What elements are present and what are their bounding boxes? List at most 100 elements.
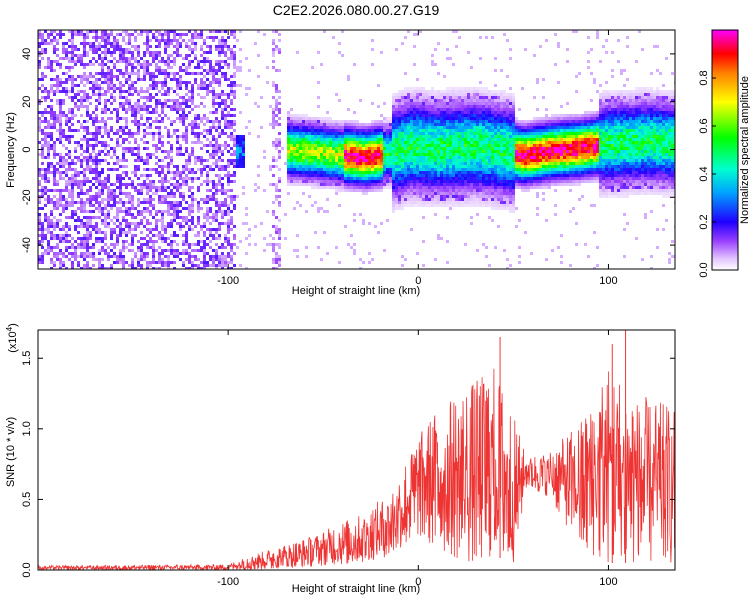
heatmap-cell-4122 xyxy=(395,174,398,177)
heatmap-cell-2600 xyxy=(215,63,218,66)
heatmap-cell-828 xyxy=(92,156,95,159)
heatmap-cell-1266 xyxy=(122,54,125,57)
heatmap-cell-4894 xyxy=(452,105,455,108)
heatmap-cell-1197 xyxy=(116,174,119,177)
heatmap-cell-178 xyxy=(50,63,53,66)
heatmap-cell-3380 xyxy=(314,165,317,168)
heatmap-cell-4427 xyxy=(416,252,419,255)
heatmap-cell-4633 xyxy=(434,48,437,51)
heatmap-cell-3849 xyxy=(368,135,371,138)
heatmap-cell-2545 xyxy=(209,246,212,249)
heatmap-cell-2869 xyxy=(230,255,233,258)
heatmap-cell-2226 xyxy=(185,243,188,246)
heatmap-cell-3012 xyxy=(269,105,272,108)
heatmap-cell-4041 xyxy=(389,150,392,153)
heatmap-cell-4670 xyxy=(434,195,437,198)
heatmap-cell-1877 xyxy=(161,240,164,243)
heatmap-cell-700 xyxy=(83,243,86,246)
heatmap-cell-1866 xyxy=(161,198,164,201)
heatmap-cell-2412 xyxy=(200,159,203,162)
heatmap-cell-2760 xyxy=(224,126,227,129)
heatmap-cell-2750 xyxy=(224,78,227,81)
heatmap-cell-895 xyxy=(95,231,98,234)
heatmap-cell-1930 xyxy=(167,42,170,45)
heatmap-cell-1236 xyxy=(119,135,122,138)
heatmap-cell-515 xyxy=(71,183,74,186)
heatmap-cell-2974 xyxy=(245,222,248,225)
heatmap-cell-1829 xyxy=(158,246,161,249)
heatmap-cell-3681 xyxy=(347,180,350,183)
heatmap-cell-2379 xyxy=(197,210,200,213)
heatmap-cell-789 xyxy=(89,198,92,201)
heatmap-cell-1115 xyxy=(110,147,113,150)
heatmap-cell-3869 xyxy=(368,252,371,255)
heatmap-cell-371 xyxy=(62,132,65,135)
heatmap-cell-4147 xyxy=(398,129,401,132)
heatmap-cell-410 xyxy=(65,123,68,126)
heatmap-cell-2483 xyxy=(206,132,209,135)
heatmap-cell-334 xyxy=(59,165,62,168)
heatmap-cell-3196 xyxy=(293,156,296,159)
heatmap-cell-3051 xyxy=(272,249,275,252)
heatmap-cell-3594 xyxy=(338,159,341,162)
heatmap-cell-2105 xyxy=(179,33,182,36)
heatmap-cell-313 xyxy=(59,84,62,87)
heatmap-cell-841 xyxy=(92,228,95,231)
heatmap-cell-2419 xyxy=(200,207,203,210)
heatmap-cell-434 xyxy=(65,240,68,243)
heatmap-cell-771 xyxy=(89,87,92,90)
heatmap-cell-3290 xyxy=(305,123,308,126)
heatmap-cell-3484 xyxy=(326,141,329,144)
heatmap-cell-4708 xyxy=(437,180,440,183)
heatmap-cell-154 xyxy=(47,168,50,171)
heatmap-cell-537 xyxy=(74,48,77,51)
heatmap-cell-3656 xyxy=(344,189,347,192)
heatmap-cell-4419 xyxy=(416,183,419,186)
heatmap-cell-957 xyxy=(101,69,104,72)
heatmap-cell-1253 xyxy=(119,228,122,231)
heatmap-cell-1871 xyxy=(161,219,164,222)
heatmap-cell-3897 xyxy=(371,186,374,189)
heatmap-cell-4518 xyxy=(425,108,428,111)
heatmap-cell-467 xyxy=(68,180,71,183)
heatmap-cell-4321 xyxy=(410,147,413,150)
heatmap-cell-994 xyxy=(101,267,104,269)
heatmap-cell-3198 xyxy=(293,162,296,165)
heatmap-cell-454 xyxy=(68,120,71,123)
heatmap-cell-4042 xyxy=(389,153,392,156)
heatmap-cell-263 xyxy=(53,264,56,267)
heatmap-cell-747 xyxy=(86,222,89,225)
heatmap-cell-80 xyxy=(41,231,44,234)
heatmap-cell-4920 xyxy=(452,183,455,186)
heatmap-cell-3295 xyxy=(305,138,308,141)
heatmap-cell-2023 xyxy=(173,60,176,63)
heatmap-cell-2999 xyxy=(260,96,263,99)
heatmap-cell-189 xyxy=(50,114,53,117)
heatmap-cell-4679 xyxy=(437,93,440,96)
heatmap-cell-1102 xyxy=(110,75,113,78)
heatmap-cell-3842 xyxy=(365,186,368,189)
heatmap-cell-1377 xyxy=(128,132,131,135)
heatmap-cell-2277 xyxy=(191,60,194,63)
heatmap-cell-2489 xyxy=(206,171,209,174)
heatmap-cell-2522 xyxy=(209,111,212,114)
heatmap-cell-603 xyxy=(77,231,80,234)
heatmap-cell-528 xyxy=(71,246,74,249)
heatmap-cell-504 xyxy=(71,114,74,117)
heatmap-cell-4939 xyxy=(455,114,458,117)
heatmap-cell-69 xyxy=(41,168,44,171)
heatmap-cell-3944 xyxy=(377,171,380,174)
heatmap-cell-3734 xyxy=(353,180,356,183)
heatmap-cell-2491 xyxy=(206,177,209,180)
heatmap-cell-1028 xyxy=(104,180,107,183)
heatmap-cell-1495 xyxy=(137,90,140,93)
heatmap-cell-3252 xyxy=(299,159,302,162)
heatmap-cell-3652 xyxy=(344,177,347,180)
heatmap-cell-1213 xyxy=(116,255,119,258)
heatmap-cell-2558 xyxy=(212,87,215,90)
heatmap-cell-3049 xyxy=(272,243,275,246)
heatmap-cell-142 xyxy=(47,123,50,126)
heatmap-cell-3462 xyxy=(323,156,326,159)
heatmap-cell-4896 xyxy=(452,111,455,114)
heatmap-cell-2184 xyxy=(185,33,188,36)
